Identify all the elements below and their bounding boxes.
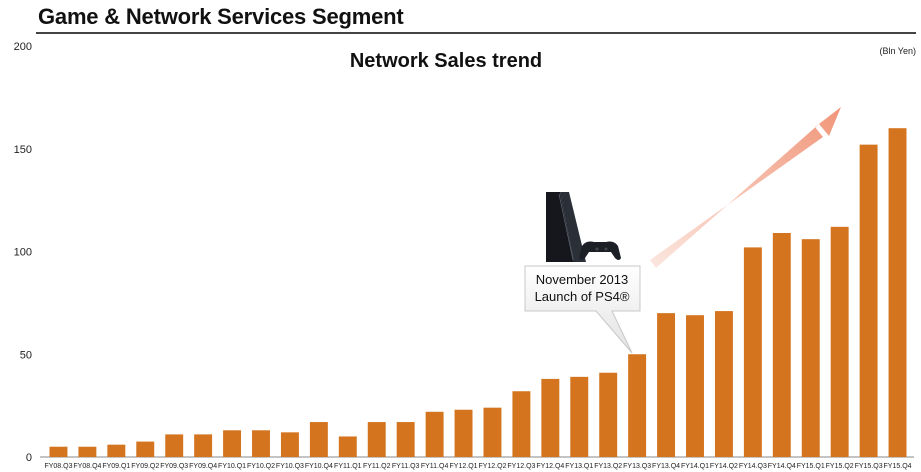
bar: [252, 430, 270, 457]
x-tick-label: FY13.Q2: [594, 463, 622, 470]
bar: [570, 376, 589, 457]
header-divider: [36, 32, 916, 34]
y-tick-label: 200: [14, 41, 32, 53]
x-tick-label: FY11.Q3: [392, 463, 420, 470]
unit-label: (Bln Yen): [879, 46, 916, 56]
bar: [830, 226, 849, 457]
bar: [714, 311, 733, 457]
bar: [628, 354, 647, 457]
x-tick-label: FY14.Q2: [710, 463, 738, 470]
bar: [859, 144, 878, 457]
x-tick-label: FY11.Q1: [334, 463, 362, 470]
bar: [801, 239, 820, 457]
bar: [657, 313, 676, 457]
x-tick-label: FY15.Q2: [826, 463, 854, 470]
y-tick-label: 50: [20, 349, 32, 361]
bar: [194, 434, 213, 457]
x-tick-label: FY09.Q3: [160, 463, 188, 470]
y-axis: 0 50 100 150 200: [14, 41, 32, 464]
x-tick-label: FY13.Q4: [652, 463, 680, 470]
bar: [309, 422, 328, 457]
bar: [425, 411, 444, 457]
bar: [772, 233, 791, 457]
bar: [367, 422, 386, 457]
x-tick-label: FY08.Q3: [44, 463, 72, 470]
bar: [888, 128, 907, 457]
bar: [599, 372, 618, 457]
bar: [686, 315, 704, 457]
bar: [541, 378, 560, 457]
x-tick-label: FY08.Q4: [73, 463, 101, 470]
x-tick-label: FY12.Q2: [478, 463, 506, 470]
segment-title: Game & Network Services Segment: [38, 4, 404, 29]
callout-line-1: November 2013: [536, 272, 629, 287]
bar: [483, 407, 502, 457]
bars: [49, 128, 907, 457]
bar: [107, 444, 126, 457]
x-tick-label: FY09.Q4: [189, 463, 217, 470]
x-tick-label: FY09.Q1: [102, 463, 130, 470]
x-tick-label: FY15.Q3: [855, 463, 883, 470]
bar: [280, 432, 299, 457]
y-tick-label: 150: [14, 144, 32, 156]
bar: [136, 441, 155, 457]
y-tick-label: 0: [26, 452, 32, 464]
bar: [743, 247, 762, 457]
bar: [78, 446, 97, 457]
bar: [512, 391, 531, 457]
ps4-console-icon: [546, 192, 621, 262]
growth-trend-arrow: [650, 107, 841, 268]
bar: [338, 436, 357, 457]
x-tick-label: FY14.Q3: [739, 463, 767, 470]
x-tick-label: FY12.Q4: [536, 463, 564, 470]
x-tick-label: FY10.Q3: [276, 463, 304, 470]
x-tick-label: FY10.Q4: [305, 463, 333, 470]
x-tick-label: FY14.Q1: [681, 463, 709, 470]
x-tick-label: FY12.Q1: [450, 463, 478, 470]
x-axis-ticks: FY08.Q3 FY08.Q4 FY09.Q1 FY09.Q2 FY09.Q3 FY09.…: [44, 463, 911, 470]
ps4-launch-callout: November 2013 Launch of PS4®: [524, 265, 641, 354]
x-tick-label: FY15.Q1: [797, 463, 825, 470]
x-tick-label: FY13.Q1: [565, 463, 593, 470]
bar: [454, 409, 473, 457]
x-tick-label: FY14.Q4: [768, 463, 796, 470]
x-tick-label: FY11.Q4: [421, 463, 449, 470]
x-tick-label: FY10.Q2: [247, 463, 275, 470]
x-tick-label: FY13.Q3: [623, 463, 651, 470]
bar: [165, 434, 184, 457]
x-tick-label: FY11.Q2: [363, 463, 391, 470]
bar: [49, 446, 68, 457]
chart-title: Network Sales trend: [350, 50, 542, 72]
bar: [223, 430, 242, 457]
x-tick-label: FY10.Q1: [218, 463, 246, 470]
x-tick-label: FY09.Q2: [131, 463, 159, 470]
x-tick-label: FY12.Q3: [507, 463, 535, 470]
y-tick-label: 100: [14, 247, 32, 259]
x-tick-label: FY15.Q4: [884, 463, 912, 470]
bar: [396, 422, 415, 457]
callout-line-2: Launch of PS4®: [535, 289, 630, 304]
